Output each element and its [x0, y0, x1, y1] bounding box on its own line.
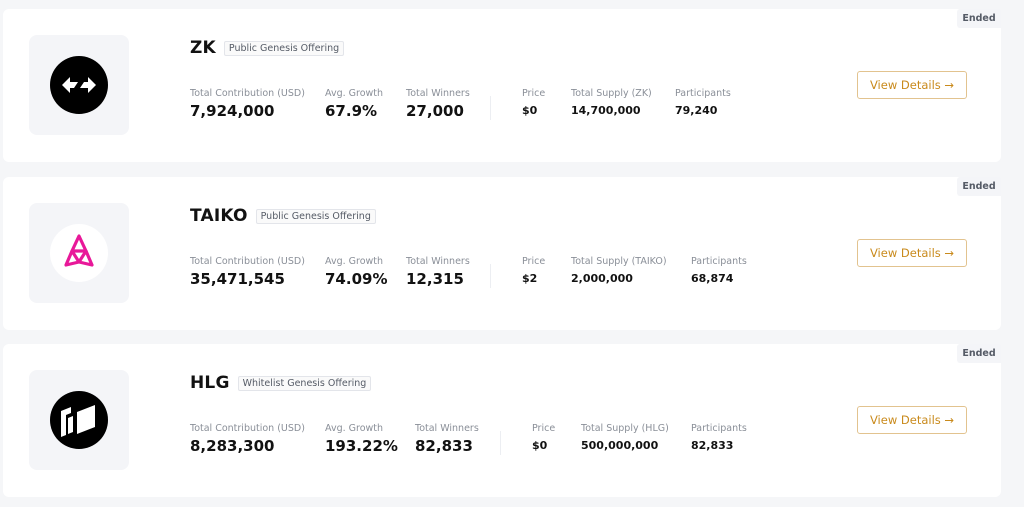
offering-card-hlg: HLG Whitelist Genesis Offering Total Con…: [3, 344, 1001, 497]
stat-label: Total Contribution (USD): [190, 423, 305, 434]
stat-value: 67.9%: [325, 102, 378, 120]
stat-label: Total Winners: [406, 256, 470, 267]
stat-value: 500,000,000: [581, 439, 659, 452]
stat-value: 68,874: [691, 272, 734, 285]
divider: [490, 96, 491, 120]
stat-label: Participants: [691, 256, 747, 267]
status-badge: Ended: [957, 344, 1001, 363]
stat-label: Total Supply (TAIKO): [571, 256, 667, 267]
stat-value: $0: [532, 439, 548, 452]
stat-value: 82,833: [691, 439, 734, 452]
stat-total-supply: Total Supply (ZK) 14,700,000: [571, 88, 675, 117]
stat-label: Total Winners: [406, 88, 470, 99]
view-details-button[interactable]: View Details →: [857, 71, 967, 99]
stat-participants: Participants 68,874: [691, 256, 747, 285]
stat-label: Avg. Growth: [325, 423, 384, 434]
stat-price: Price $2: [522, 256, 571, 285]
stat-label: Total Supply (HLG): [581, 423, 669, 434]
stat-price: Price $0: [532, 423, 581, 452]
stat-label: Total Contribution (USD): [190, 88, 305, 99]
stat-total-winners: Total Winners 82,833: [415, 423, 500, 455]
stat-label: Participants: [691, 423, 747, 434]
stat-avg-growth: Avg. Growth 74.09%: [325, 256, 406, 288]
stat-value: 74.09%: [325, 270, 388, 288]
stat-value: $2: [522, 272, 538, 285]
token-logo: [29, 35, 129, 135]
status-badge: Ended: [957, 177, 1001, 196]
stat-label: Total Supply (ZK): [571, 88, 652, 99]
stats-row: Total Contribution (USD) 7,924,000 Avg. …: [190, 88, 731, 120]
stat-value: 7,924,000: [190, 102, 275, 120]
token-logo: [29, 370, 129, 470]
stat-value: 2,000,000: [571, 272, 633, 285]
stat-label: Price: [532, 423, 556, 434]
stat-value: 27,000: [406, 102, 464, 120]
stat-avg-growth: Avg. Growth 193.22%: [325, 423, 415, 455]
offering-type-tag: Whitelist Genesis Offering: [237, 375, 372, 391]
token-name: ZK: [190, 38, 216, 58]
stat-label: Avg. Growth: [325, 256, 384, 267]
token-name: HLG: [190, 373, 230, 393]
taiko-triangle-icon: [50, 224, 108, 282]
stat-value: $0: [522, 104, 538, 117]
stat-label: Total Contribution (USD): [190, 256, 305, 267]
stat-price: Price $0: [522, 88, 571, 117]
stat-total-contribution: Total Contribution (USD) 35,471,545: [190, 256, 325, 288]
stats-row: Total Contribution (USD) 35,471,545 Avg.…: [190, 256, 747, 288]
stat-value: 35,471,545: [190, 270, 285, 288]
divider: [490, 264, 491, 288]
offering-card-taiko: TAIKO Public Genesis Offering Total Cont…: [3, 177, 1001, 330]
stat-value: 8,283,300: [190, 437, 275, 455]
view-details-button[interactable]: View Details →: [857, 406, 967, 434]
stat-label: Price: [522, 256, 546, 267]
stat-total-winners: Total Winners 12,315: [406, 256, 490, 288]
stat-value: 79,240: [675, 104, 718, 117]
hlg-panels-icon: [50, 391, 108, 449]
stat-participants: Participants 82,833: [691, 423, 747, 452]
stat-label: Total Winners: [415, 423, 479, 434]
view-details-button[interactable]: View Details →: [857, 239, 967, 267]
stats-row: Total Contribution (USD) 8,283,300 Avg. …: [190, 423, 747, 455]
stat-total-winners: Total Winners 27,000: [406, 88, 490, 120]
stat-total-contribution: Total Contribution (USD) 7,924,000: [190, 88, 325, 120]
token-name: TAIKO: [190, 206, 248, 226]
stat-participants: Participants 79,240: [675, 88, 731, 117]
stat-label: Price: [522, 88, 546, 99]
zk-arrows-icon: [50, 56, 108, 114]
stat-value: 193.22%: [325, 437, 398, 455]
status-badge: Ended: [957, 9, 1001, 28]
stat-total-contribution: Total Contribution (USD) 8,283,300: [190, 423, 325, 455]
offering-card-zk: ZK Public Genesis Offering Total Contrib…: [3, 9, 1001, 162]
stat-value: 82,833: [415, 437, 473, 455]
offering-type-tag: Public Genesis Offering: [255, 208, 376, 224]
offering-type-tag: Public Genesis Offering: [223, 40, 345, 56]
stat-value: 14,700,000: [571, 104, 641, 117]
divider: [500, 431, 501, 455]
stat-total-supply: Total Supply (TAIKO) 2,000,000: [571, 256, 691, 285]
stat-total-supply: Total Supply (HLG) 500,000,000: [581, 423, 691, 452]
stat-label: Avg. Growth: [325, 88, 384, 99]
token-logo: [29, 203, 129, 303]
stat-avg-growth: Avg. Growth 67.9%: [325, 88, 406, 120]
stat-label: Participants: [675, 88, 731, 99]
stat-value: 12,315: [406, 270, 464, 288]
